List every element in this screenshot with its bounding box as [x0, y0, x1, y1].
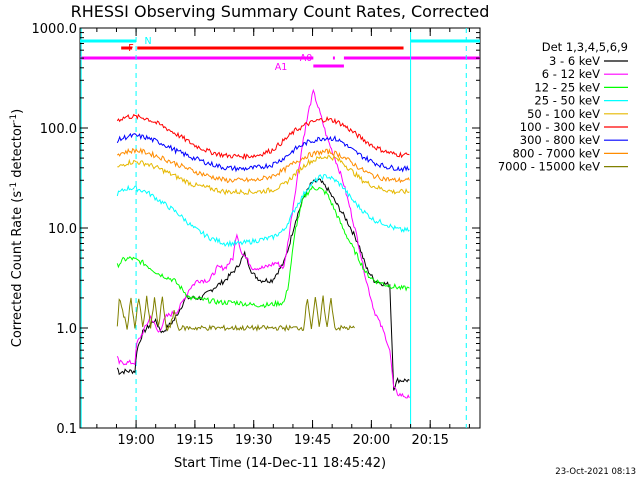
series-line-6 — [116, 132, 410, 173]
flag-label: A1 — [275, 62, 288, 73]
y-axis-ticks: 0.1 1.0 10.0 100.0 1000.0 — [32, 22, 480, 437]
flag-label: N — [144, 36, 151, 47]
series-line-1 — [116, 88, 410, 399]
x-axis-ticks: 19:00 19:15 19:30 19:45 20:00 20:15 — [96, 28, 470, 448]
legend-label: 800 - 7000 keV — [512, 146, 600, 160]
series-line-7 — [116, 147, 410, 184]
legend-title: Det 1,3,4,5,6,9 — [542, 40, 628, 54]
y-tick-label: 1.0 — [56, 322, 77, 337]
legend-label: 12 - 25 keV — [534, 80, 600, 94]
x-tick-label: 19:30 — [235, 433, 272, 448]
plot-frame — [79, 27, 481, 429]
flag-label: F — [128, 43, 133, 54]
series-line-4 — [117, 155, 410, 196]
chart-title: RHESSI Observing Summary Count Rates, Co… — [71, 2, 490, 21]
series-line-8 — [116, 295, 355, 333]
legend-label: 6 - 12 keV — [542, 67, 600, 81]
legend-label: 300 - 800 keV — [520, 133, 600, 147]
legend-label: 7000 - 15000 keV — [498, 160, 600, 174]
x-tick-label: 19:45 — [294, 433, 331, 448]
x-tick-label: 19:00 — [117, 433, 154, 448]
flag-label: A0 — [300, 53, 313, 64]
series-line-0 — [116, 178, 410, 391]
flag-bars: NF A0 A1 — [80, 36, 480, 73]
legend-label: 25 - 50 keV — [534, 94, 600, 108]
series-group — [116, 88, 410, 399]
legend-label: 50 - 100 keV — [527, 107, 600, 121]
y-axis-label: Corrected Count Rate (s-1 detector-1) — [9, 109, 25, 347]
saa-night-lines — [80, 28, 467, 428]
y-tick-label: 1000.0 — [32, 22, 78, 37]
x-tick-label: 20:00 — [353, 433, 390, 448]
x-axis-label: Start Time (14-Dec-11 18:45:42) — [174, 456, 386, 471]
y-tick-label: 10.0 — [48, 222, 77, 237]
timestamp: 23-Oct-2021 08:13 — [555, 467, 636, 477]
series-line-3 — [116, 173, 410, 248]
y-tick-label: 100.0 — [40, 122, 77, 137]
y-tick-label: 0.1 — [56, 422, 77, 437]
x-tick-label: 20:15 — [411, 433, 448, 448]
legend-label: 3 - 6 keV — [549, 54, 600, 68]
series-line-5 — [116, 113, 410, 161]
legend-label: 100 - 300 keV — [520, 120, 600, 134]
series-line-2 — [116, 185, 410, 309]
x-tick-label: 19:15 — [176, 433, 213, 448]
